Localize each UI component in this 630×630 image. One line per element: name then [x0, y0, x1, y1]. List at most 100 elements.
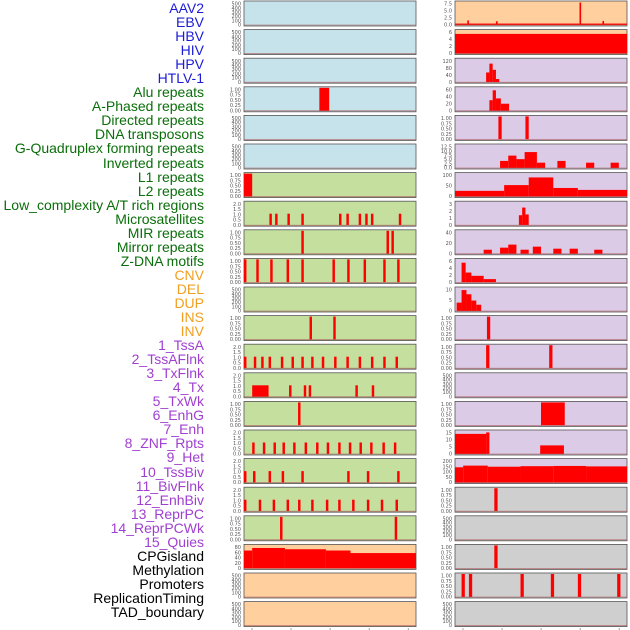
track-panel-l-6: 1.000.750.500.250.00 — [230, 172, 417, 200]
signal-bar — [465, 272, 472, 283]
y-tick-label: 0.5 — [233, 218, 241, 224]
y-tick-label: 5 — [449, 298, 452, 304]
y-tick-label: 200 — [442, 459, 452, 465]
y-tick-label: 40 — [446, 94, 452, 100]
signal-bar — [262, 442, 266, 454]
signal-bar — [397, 471, 400, 483]
signal-bar — [486, 72, 490, 83]
y-tick-label: 1.00 — [230, 259, 241, 265]
signal-bar — [261, 356, 264, 369]
y-tick-label: 200 — [442, 529, 452, 535]
track-label: CNV — [174, 266, 204, 283]
track-label-column: AAV2 EBV HBV HIV HPV HTLV-1 Alu repeats A-Phase… — [0, 0, 205, 630]
y-tick-label: 6 — [449, 30, 452, 36]
track-label: 6_EnhG — [152, 407, 204, 424]
signal-bar — [339, 213, 342, 226]
y-tick-label: 0.0 — [233, 480, 241, 486]
y-tick-label: 100 — [231, 619, 241, 625]
y-tick-label: 0.0 — [233, 366, 241, 372]
y-tick-label: 100 — [442, 173, 452, 179]
signal-bar — [304, 442, 308, 454]
y-tick-label: 3 — [449, 202, 452, 208]
y-tick-label: 100 — [231, 18, 241, 24]
y-tick-label: 200 — [231, 14, 241, 20]
track-panel-l-8: 1.000.750.500.250.00 — [230, 229, 417, 257]
y-tick-label: 0.25 — [441, 361, 452, 367]
track-label: 12_EnhBiv — [136, 491, 204, 508]
y-tick-label: 0 — [449, 51, 452, 57]
signal-bar — [286, 499, 290, 512]
panel-background — [243, 515, 417, 542]
y-tick-label: 0 — [449, 309, 452, 315]
y-tick-label: 0 — [449, 194, 452, 200]
y-tick-label: 1.0 — [233, 441, 241, 447]
y-tick-label: 40 — [446, 230, 452, 236]
y-tick-label: 200 — [231, 300, 241, 306]
y-tick-label: 300 — [231, 10, 241, 16]
y-tick-label: 0.50 — [441, 556, 452, 562]
track-panel-l-11: 1.000.750.500.250.00 — [230, 315, 417, 343]
y-tick-label: 0.00 — [441, 366, 452, 372]
y-tick-label: 2.0 — [233, 345, 241, 351]
y-tick-label: 0.5 — [233, 475, 241, 481]
y-tick-label: 80 — [446, 66, 452, 72]
track-panel-r-20: 1.000.750.500.250.00 — [441, 572, 628, 601]
signal-bar — [316, 442, 319, 454]
y-tick-label: 0.00 — [230, 337, 241, 343]
track-panel-l-12: 2.01.51.00.50.0 — [233, 343, 417, 372]
y-tick-label: 300 — [231, 124, 241, 130]
signal-bar — [383, 356, 386, 369]
y-tick-label: 200 — [231, 157, 241, 163]
track-panel-r-12: 1.000.750.500.250.00 — [441, 343, 628, 372]
y-tick-label: 0.50 — [441, 127, 452, 133]
track-panel-r-17: 1.000.750.500.250.00 — [441, 486, 628, 515]
track-label: L2 repeats — [137, 182, 204, 199]
signal-bar — [522, 207, 526, 226]
signal-bar — [253, 471, 256, 483]
y-tick-label: 0.25 — [230, 332, 241, 338]
signal-bar — [244, 499, 247, 512]
track-label: 10_TssBiv — [140, 463, 204, 480]
signal-bar — [500, 160, 509, 168]
y-tick-label: 5.0 — [444, 157, 452, 163]
track-panel-r-5: 12.510.07.55.02.50.0 — [441, 143, 628, 172]
signal-bar — [301, 213, 304, 226]
signal-bar — [557, 160, 566, 168]
signal-bar — [244, 173, 253, 197]
y-tick-label: 0.50 — [441, 584, 452, 590]
y-tick-label: 400 — [442, 378, 452, 384]
signal-bar — [309, 316, 312, 340]
signal-bar — [352, 499, 355, 512]
y-tick-label: 2.5 — [444, 16, 452, 22]
y-tick-label: 0.00 — [230, 537, 241, 543]
y-tick-label: 50 — [446, 475, 452, 481]
y-tick-label: 0 — [238, 137, 241, 143]
panel-background — [454, 200, 628, 227]
y-tick-label: 200 — [442, 615, 452, 621]
panel-background — [454, 343, 628, 370]
signal-bar — [391, 230, 394, 254]
panel-background — [243, 57, 417, 84]
signal-bar — [268, 356, 272, 369]
signal-bar — [293, 442, 296, 454]
signal-bar — [333, 316, 336, 340]
signal-bar — [466, 294, 472, 311]
y-tick-label: 10.0 — [441, 149, 452, 155]
track-panel-r-19: 1.000.750.500.250.00 — [441, 544, 628, 572]
signal-bar — [252, 442, 255, 454]
signal-bar — [289, 385, 292, 397]
signal-bar — [492, 90, 496, 111]
y-tick-label: 300 — [231, 39, 241, 45]
y-tick-label: 40 — [446, 73, 452, 79]
panel-background — [454, 601, 628, 627]
y-tick-label: 2 — [449, 209, 452, 215]
signal-bar — [366, 499, 370, 512]
y-tick-label: 0.75 — [230, 178, 241, 184]
y-tick-label: 1.5 — [233, 436, 241, 442]
signal-bar — [569, 248, 578, 254]
y-tick-label: 2.0 — [233, 431, 241, 437]
track-panel-r-4: 1.000.750.500.250.00 — [441, 115, 628, 143]
y-tick-label: 400 — [231, 578, 241, 584]
